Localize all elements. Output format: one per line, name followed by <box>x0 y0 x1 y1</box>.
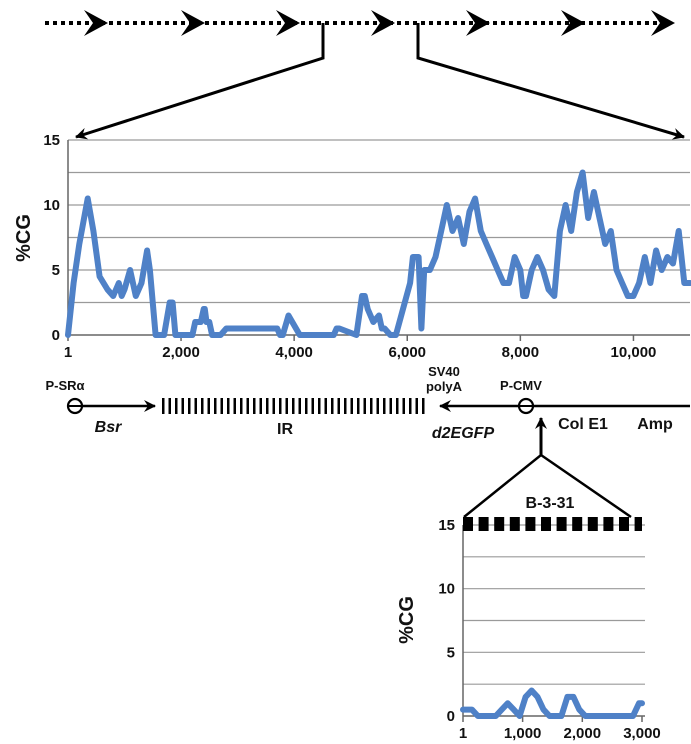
inset-chart-y-tick-label: 10 <box>438 581 455 598</box>
repeat-chevron-5 <box>466 10 490 36</box>
main-chart-x-tick-label: 10,000 <box>611 344 657 361</box>
sv40-label-line1: SV40 <box>428 364 460 379</box>
main-chart-x-tick-label: 2,000 <box>162 344 200 361</box>
inset-chart-x-ticks: 1 1,000 2,000 3,000 <box>459 716 661 742</box>
amp-label: Amp <box>637 416 673 433</box>
main-chart-y-tick-label: 5 <box>52 262 60 279</box>
repeat-chevron-4 <box>371 10 395 36</box>
inset-chart-x-tick-label: 1 <box>459 725 467 742</box>
main-chart-x-tick-label: 6,000 <box>388 344 426 361</box>
main-chart-y-label: %CG <box>13 214 35 262</box>
zoom-lines-inset <box>463 417 632 519</box>
pcmv-label: P-CMV <box>500 378 542 393</box>
inset-chart-y-tick-label: 0 <box>447 708 455 725</box>
main-chart-grid <box>68 139 690 304</box>
tandem-repeat-array <box>45 10 675 36</box>
main-chart-y-tick-label: 15 <box>43 132 60 149</box>
main-chart-y-tick-label: 0 <box>52 327 60 344</box>
inset-chart-x-tick-label: 1,000 <box>504 725 542 742</box>
inset-chart-y-tick-label: 15 <box>438 517 455 534</box>
inset-chart-x-tick-label: 2,000 <box>564 725 602 742</box>
inset-chart-y-ticks: 0 5 10 15 <box>438 517 455 725</box>
inset-chart-y-tick-label: 5 <box>447 644 455 661</box>
repeat-chevron-7 <box>651 10 675 36</box>
d2egfp-label: d2EGFP <box>432 425 495 442</box>
main-chart-x-ticks: 1 2,000 4,000 6,000 8,000 10,000 <box>64 335 657 361</box>
zoom-line-left <box>75 23 325 140</box>
main-chart-x-tick-label: 1 <box>64 344 72 361</box>
main-chart-x-tick-label: 4,000 <box>275 344 313 361</box>
main-chart-y-tick-label: 10 <box>43 197 60 214</box>
zoom-lines-main <box>75 23 685 140</box>
inset-chart-y-label: %CG <box>396 596 418 644</box>
inset-chart: B-3-31 0 5 10 15 1 1,000 2,000 3,000 %CG <box>396 495 661 742</box>
main-chart-x-tick-label: 8,000 <box>502 344 540 361</box>
repeat-chevron-3 <box>276 10 300 36</box>
main-chart-y-ticks: 0 5 10 15 <box>43 132 60 344</box>
psra-label: P-SRα <box>45 378 84 393</box>
main-chart-series-line <box>65 169 691 338</box>
repeat-chevron-1 <box>84 10 108 36</box>
zoom-triangle <box>463 453 632 519</box>
inset-chart-title: B-3-31 <box>526 495 575 512</box>
sv40-label-line2: polyA <box>426 379 463 394</box>
main-chart: 0 5 10 15 1 2,000 4,000 6,000 8,000 10,000 %CG <box>13 132 691 361</box>
zoom-line-right <box>416 23 685 140</box>
repeat-chevron-2 <box>181 10 205 36</box>
cole1-label: Col E1 <box>558 416 608 433</box>
bsr-label: Bsr <box>95 419 122 436</box>
inset-chart-grid <box>463 524 645 685</box>
ir-label: IR <box>277 421 293 438</box>
repeat-chevron-6 <box>561 10 585 36</box>
construct-map: P-SRα Bsr IR SV40 polyA d2EGFP P-CMV Col… <box>45 364 690 442</box>
inset-chart-x-tick-label: 3,000 <box>623 725 661 742</box>
repeat-chevrons <box>84 10 675 36</box>
inset-chart-series-line <box>460 687 645 719</box>
